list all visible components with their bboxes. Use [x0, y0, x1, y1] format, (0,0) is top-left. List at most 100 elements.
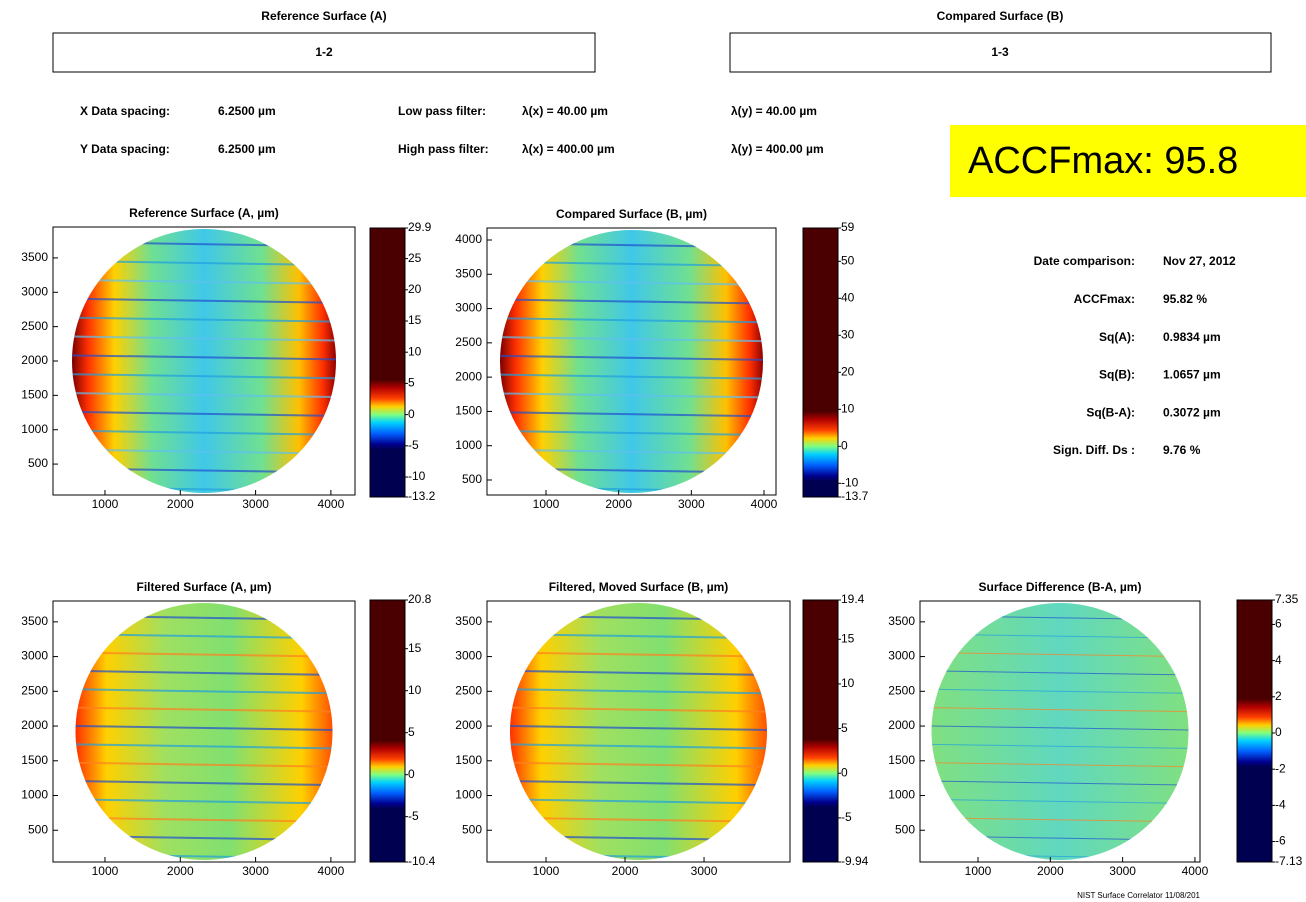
surface-streak: [75, 724, 333, 731]
summary-value: Nov 27, 2012: [1163, 254, 1236, 268]
summary-value: 0.3072 µm: [1163, 405, 1221, 419]
x-tick-label: 1000: [92, 864, 119, 878]
compared-box: [729, 32, 1272, 73]
compared-title: Compared Surface (B): [937, 9, 1064, 23]
surface-image: [510, 603, 767, 860]
colorbar-label: -10.4: [408, 854, 436, 868]
colorbar-label: 10: [408, 683, 422, 697]
y-tick-label: 3000: [888, 649, 915, 663]
summary-label: Sq(A):: [1099, 330, 1135, 344]
surface-streak: [510, 798, 767, 805]
surface-streak: [931, 670, 1189, 676]
colorbar-label: 5: [841, 721, 848, 735]
summary-label: Sq(B):: [1099, 368, 1135, 382]
y-tick-label: 3500: [21, 614, 48, 628]
x-tick-label: 3000: [1109, 864, 1136, 878]
reference-box: [52, 32, 596, 73]
summary-label: Date comparison:: [1034, 254, 1135, 268]
y-tick-label: 1500: [21, 753, 48, 767]
colorbar-label: 20: [408, 282, 422, 296]
y-tick-label: 1500: [455, 404, 482, 418]
y-tick-label: 4000: [455, 232, 482, 246]
colorbar-label: 29.9: [408, 220, 432, 234]
surface-streak: [72, 335, 336, 342]
surface-streak: [72, 373, 336, 380]
colorbar-label: 6: [1275, 617, 1282, 631]
colorbar-label: -6: [1275, 834, 1286, 848]
colorbar-label: 25: [408, 251, 422, 265]
surface-streak: [510, 761, 767, 768]
param-label: X Data spacing:: [80, 104, 170, 118]
y-tick-label: 500: [28, 456, 48, 470]
plot-title: Surface Difference (B-A, µm): [979, 580, 1142, 594]
surface-streak: [72, 278, 336, 285]
plot-frame: [52, 600, 356, 863]
colorbar: [802, 227, 839, 498]
colorbar-label: -10: [841, 475, 859, 489]
reference-id: 1-2: [315, 45, 333, 59]
x-tick-label: 3000: [678, 497, 705, 511]
surface-fill: [500, 230, 763, 493]
summary-value: 1.0657 µm: [1163, 368, 1221, 382]
surface-streak: [500, 336, 763, 343]
colorbar-label: 0: [408, 407, 415, 421]
colorbar-label: -7.13: [1275, 854, 1303, 868]
y-tick-label: 1000: [455, 438, 482, 452]
colorbar-label: 7.35: [1275, 592, 1299, 606]
surface-streak: [510, 651, 767, 658]
colorbar-label: 19.4: [841, 592, 865, 606]
surface-streak: [75, 780, 333, 787]
y-tick-label: 3500: [455, 266, 482, 280]
x-tick-label: 2000: [605, 497, 632, 511]
colorbar-label: 15: [841, 631, 855, 645]
colorbar-label: -4: [1275, 798, 1286, 812]
y-tick-label: 2500: [455, 335, 482, 349]
summary-label: ACCFmax:: [1074, 292, 1135, 306]
surface-streak: [75, 743, 333, 750]
colorbar-label: 40: [841, 290, 855, 304]
y-tick-label: 2500: [21, 319, 48, 333]
surface-streak: [510, 669, 767, 676]
plot-frame: [486, 227, 777, 496]
x-tick-label: 1000: [965, 864, 992, 878]
surface-streak: [72, 392, 336, 399]
colorbar: [369, 599, 406, 863]
y-tick-label: 2000: [455, 718, 482, 732]
colorbar-label: 5: [408, 376, 415, 390]
surface-streak: [75, 798, 333, 805]
surface-streak: [75, 688, 333, 695]
summary-value: 9.76 %: [1163, 443, 1201, 457]
x-tick-label: 1000: [533, 864, 560, 878]
colorbar-label: -13.2: [408, 489, 436, 503]
y-tick-label: 500: [462, 472, 482, 486]
surface-streak: [72, 316, 336, 323]
surface-fill: [510, 603, 767, 860]
colorbar-label: 59: [841, 220, 855, 234]
surface-streak: [931, 780, 1189, 786]
surface-streak: [72, 410, 336, 417]
y-tick-label: 1000: [888, 788, 915, 802]
y-tick-label: 2500: [455, 683, 482, 697]
x-tick-label: 4000: [318, 497, 345, 511]
colorbar-label: 15: [408, 313, 422, 327]
colorbar-label: -5: [408, 438, 419, 452]
surface-streak: [72, 297, 336, 304]
y-tick-label: 2000: [21, 353, 48, 367]
surface-fill: [931, 603, 1189, 860]
colorbar-label: -13.7: [841, 489, 869, 503]
y-tick-label: 500: [462, 822, 482, 836]
footer: NIST Surface Correlator 11/08/201: [1077, 891, 1200, 900]
surface-streak: [72, 448, 336, 455]
param-label: Y Data spacing:: [80, 142, 170, 156]
surface-streak: [75, 816, 333, 823]
filter-label: High pass filter:: [398, 142, 489, 156]
surface-streak: [510, 780, 767, 787]
surface-streak: [75, 706, 333, 713]
colorbar-label: 30: [841, 327, 855, 341]
x-tick-label: 4000: [318, 864, 345, 878]
surface-streak: [931, 688, 1189, 694]
surface-streak: [931, 743, 1189, 749]
colorbar-label: 15: [408, 641, 422, 655]
surface-streak: [500, 392, 763, 399]
